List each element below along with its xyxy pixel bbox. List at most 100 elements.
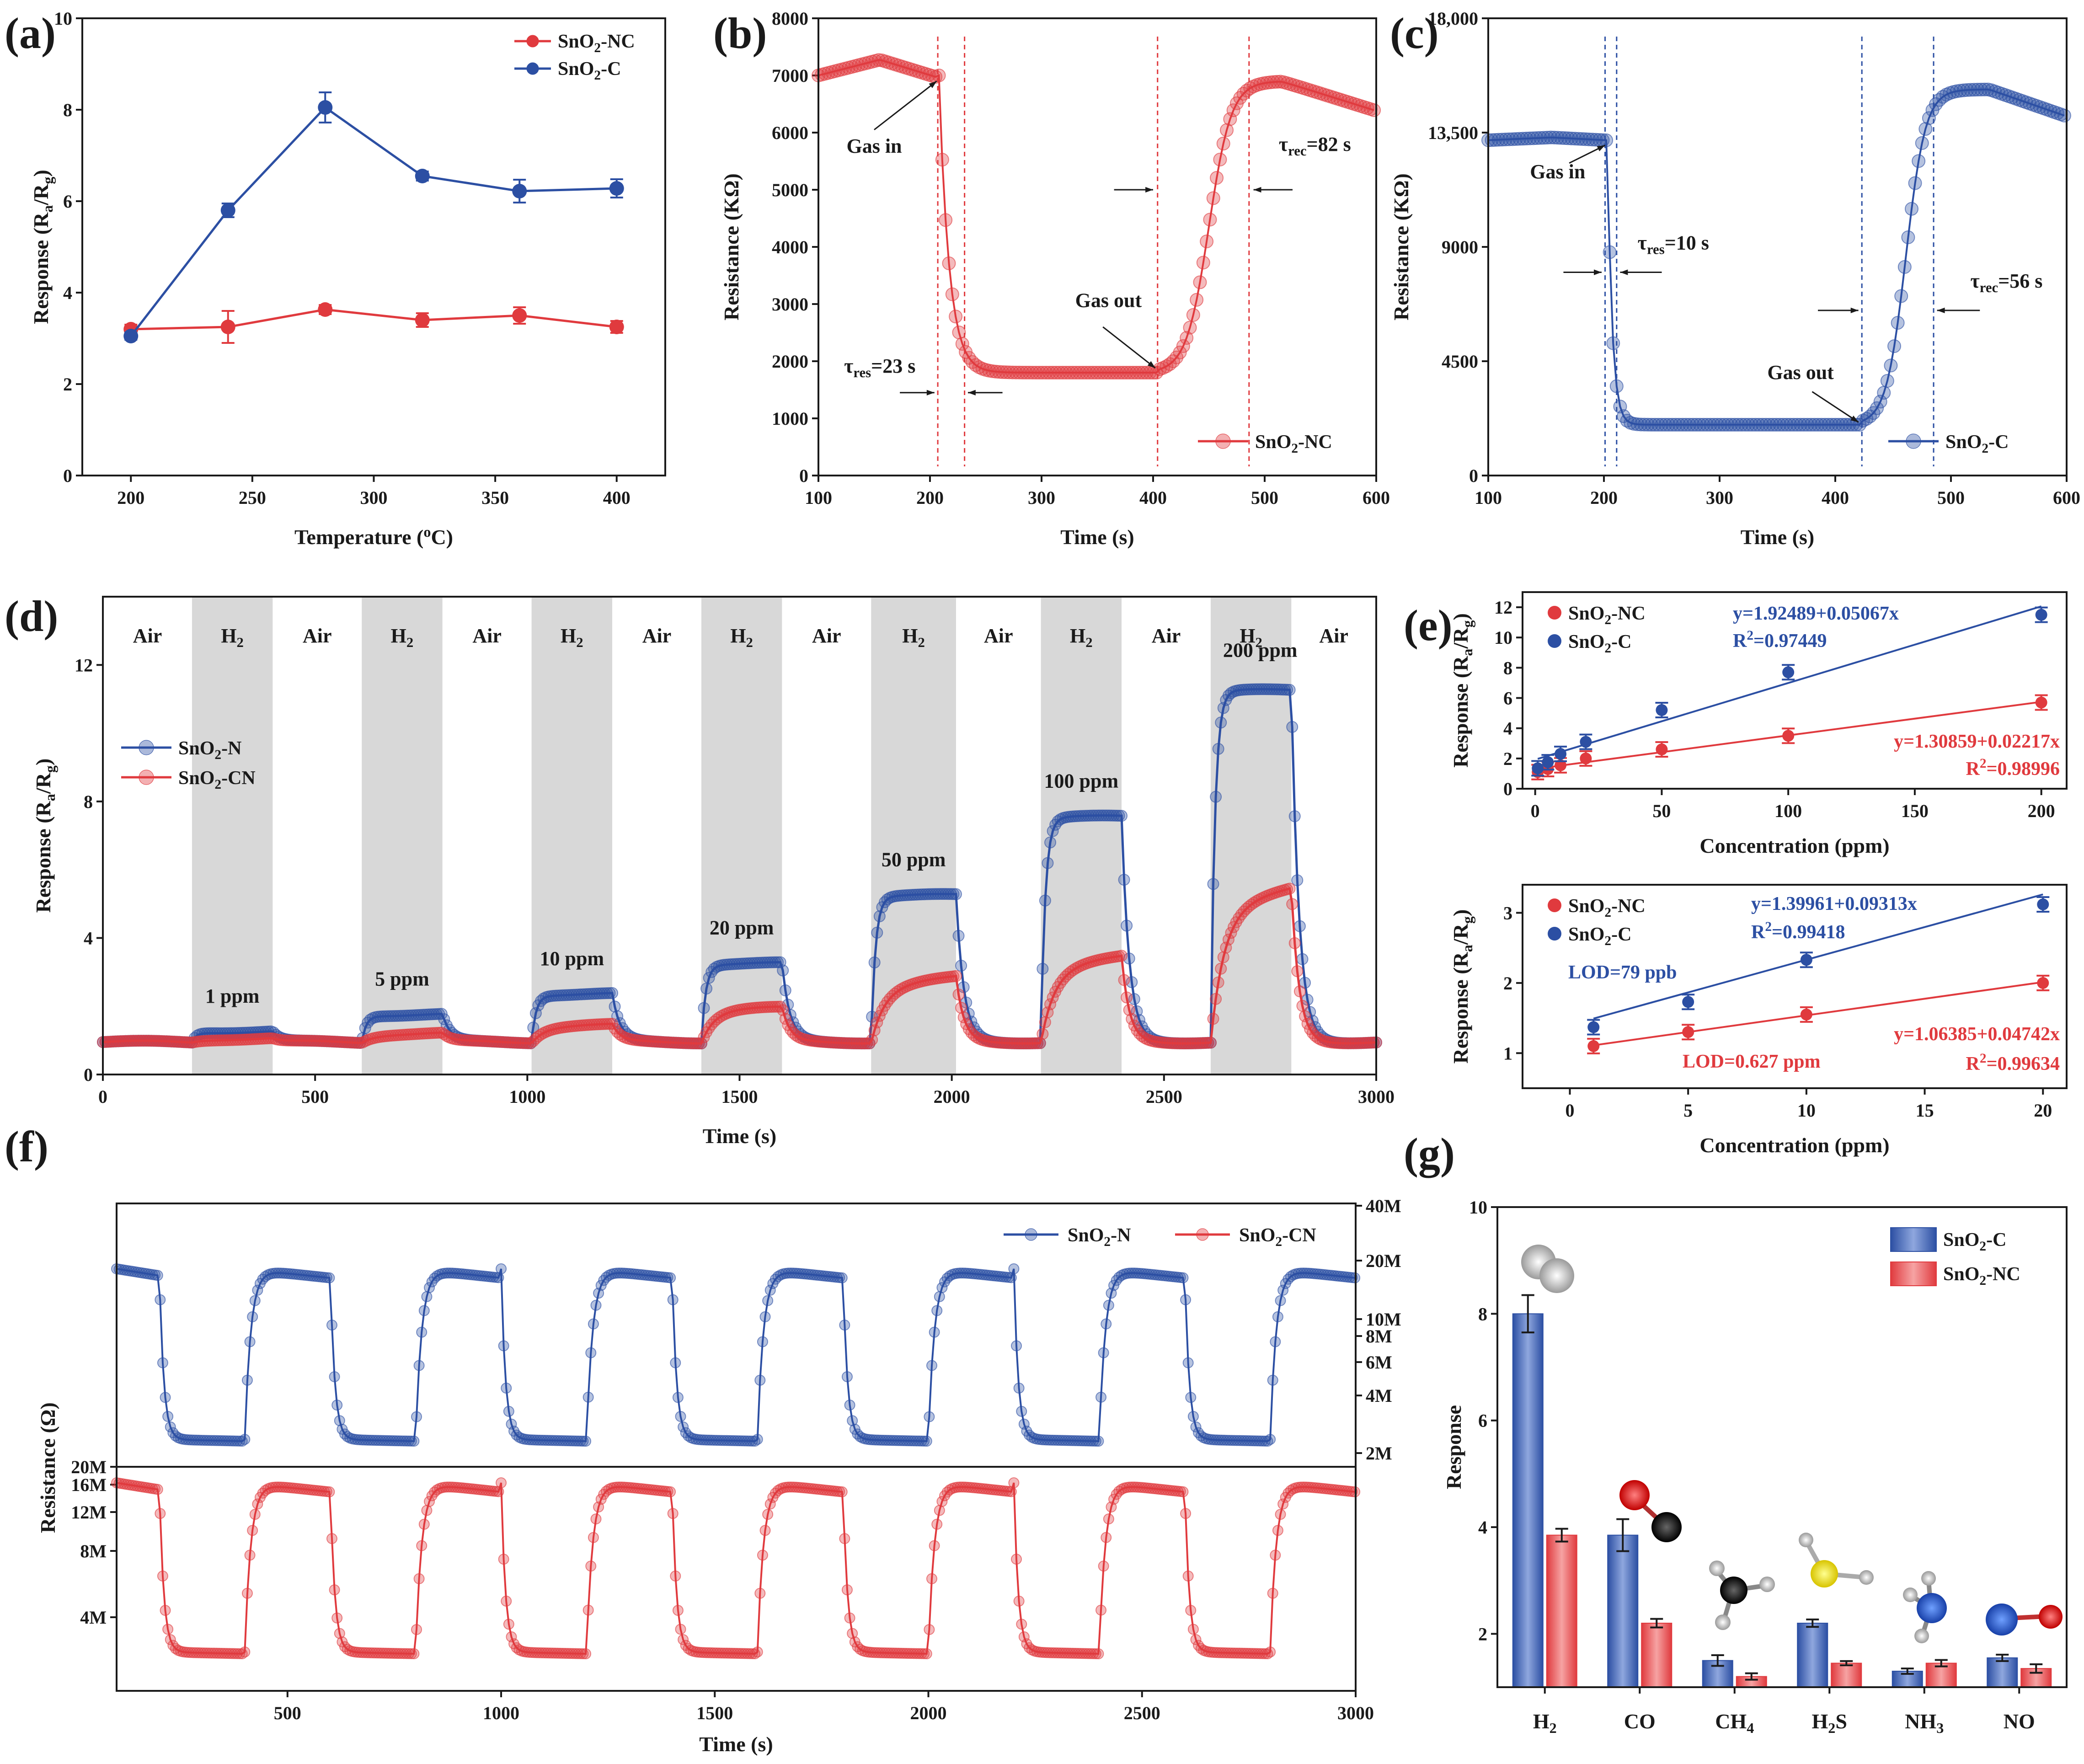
data-point [512,308,527,323]
concentration-label: 10 ppm [540,947,604,970]
plot-frame-a [81,17,666,476]
arrow-head [1850,415,1859,422]
x-tick-label: 500 [301,1086,329,1107]
bar [1987,1657,2018,1688]
x-tick-label: 300 [360,487,388,508]
arrow-line [1102,326,1156,369]
ch4-molecule-icon [1709,1561,1725,1576]
fit-r2: R2=0.97449 [1733,628,1827,652]
y-tick-label: 6 [63,191,72,212]
series-line-SnO2-CN [116,1482,1355,1655]
data-point [1580,736,1592,748]
region-label: Air [984,625,1013,647]
panel-a: 200 250 300 350 400 0 2 4 6 8 10(a) Temperature (oC… [5,8,635,549]
x-tick-label: 0 [1565,1100,1574,1121]
fit-equation: y=1.39961+0.09313x [1751,893,1917,914]
arrow-line [1811,391,1859,423]
panel-b: 100 200 300 400 500 6000100020003000400050006… [713,8,1390,549]
series-line-SnO2-C [1488,88,2065,426]
annotation-tau-rec: τrec=82 s [1279,133,1351,159]
ch4-molecule-icon [1720,1577,1747,1604]
category-label: H2S [1812,1710,1847,1736]
region-label: Air [303,625,332,647]
x-tick-label: 1500 [721,1086,758,1107]
panel-label-g: (g) [1404,1129,1455,1178]
h2-molecule-icon [1539,1258,1574,1293]
x-tick-label: 2000 [910,1703,947,1723]
y-tick-label: 6M [1366,1352,1392,1373]
gas-exposure-region [362,597,443,1074]
x-tick-label: 1000 [509,1086,545,1107]
legend-f: SnO2-N SnO2-CN [1004,1225,1316,1249]
panel-e2: 0 5 10 15 20 1 2 3 Concentration (ppm) Response (… [1449,893,2060,1157]
plot-frame-c [1487,17,2068,476]
molecule-icons [1521,1245,2063,1643]
x-tick-label: 0 [1531,801,1540,821]
x-tick-label: 100 [805,487,832,508]
legend-b: SnO2-NC [1198,432,1332,456]
y-tick-label: 4M [1366,1385,1392,1406]
fit-equation: y=1.92489+0.05067x [1733,603,1899,624]
legend-marker [139,740,154,755]
data-point [1682,996,1694,1008]
legend-item-marker [526,62,539,75]
bar [1512,1313,1544,1688]
x-axis-title: Temperature (oC) [294,524,453,549]
x-tick-label: 600 [2053,487,2080,508]
data-point [415,313,430,327]
legend-label: SnO2-C [1568,631,1631,656]
y-tick-label: 3 [1503,903,1512,923]
data-point [1656,704,1668,716]
data-point [2037,898,2049,910]
y-tick-label: 8 [1503,657,1512,678]
bar [1607,1534,1639,1688]
data-point [1555,748,1567,760]
data-point [415,169,430,183]
legend-marker [1025,1228,1037,1241]
co-molecule-icon [1651,1512,1682,1542]
legend-label: SnO2-C [1945,432,2009,456]
annotation-tau-res: τres=23 s [844,355,915,380]
data-point [609,320,624,334]
x-tick-label: 300 [1028,487,1055,508]
panel-label-f: (f) [5,1122,48,1171]
panel-label-a: (a) [5,9,56,58]
x-tick-label: 2500 [1146,1086,1182,1107]
y-tick-label: 0 [1469,465,1478,486]
legend-label: SnO2-N [1068,1225,1131,1249]
x-tick-label: 1000 [483,1703,519,1723]
data-point [1800,954,1812,966]
data-point [1580,752,1592,764]
y-tick-label: 8 [63,100,72,120]
gas-exposure-region [701,597,782,1074]
y-tick-label: 7000 [772,65,808,86]
co-molecule-icon [1619,1480,1650,1510]
y-tick-label: 4 [1478,1517,1487,1538]
region-label: H2 [902,625,925,650]
data-point [1542,756,1554,769]
x-tick-label: 200 [2028,801,2055,821]
y-tick-label: 4 [84,928,93,948]
category-label: H2 [1533,1710,1557,1736]
legend-label: SnO2-NC [1568,603,1646,627]
legend-item-label: SnO2-NC [558,31,635,55]
y-tick-label: 6000 [772,123,808,143]
data-point [1656,743,1668,755]
y-axis-title: Response (Ra/Rg) [32,759,58,913]
marker-dot [1367,103,1381,117]
legend-marker [1548,898,1561,912]
gas-exposure-region [192,597,273,1074]
y-tick-label: 8 [84,791,93,812]
ch4-molecule-icon [1715,1614,1731,1630]
x-axis-title: Time (s) [1060,525,1134,549]
x-tick-label: 3000 [1337,1703,1374,1723]
y-tick-label: 9000 [1442,237,1478,257]
panel-label-c: (c) [1390,9,1439,58]
annotation-gas-in: Gas in [846,135,902,157]
x-tick-label: 10 [1797,1100,1816,1121]
category-label: CO [1624,1710,1656,1733]
data-point [1587,1040,1600,1052]
y-tick-label: 8000 [772,8,808,29]
x-tick-label: 300 [1706,487,1733,508]
legend-label: SnO2-NC [1568,896,1646,920]
